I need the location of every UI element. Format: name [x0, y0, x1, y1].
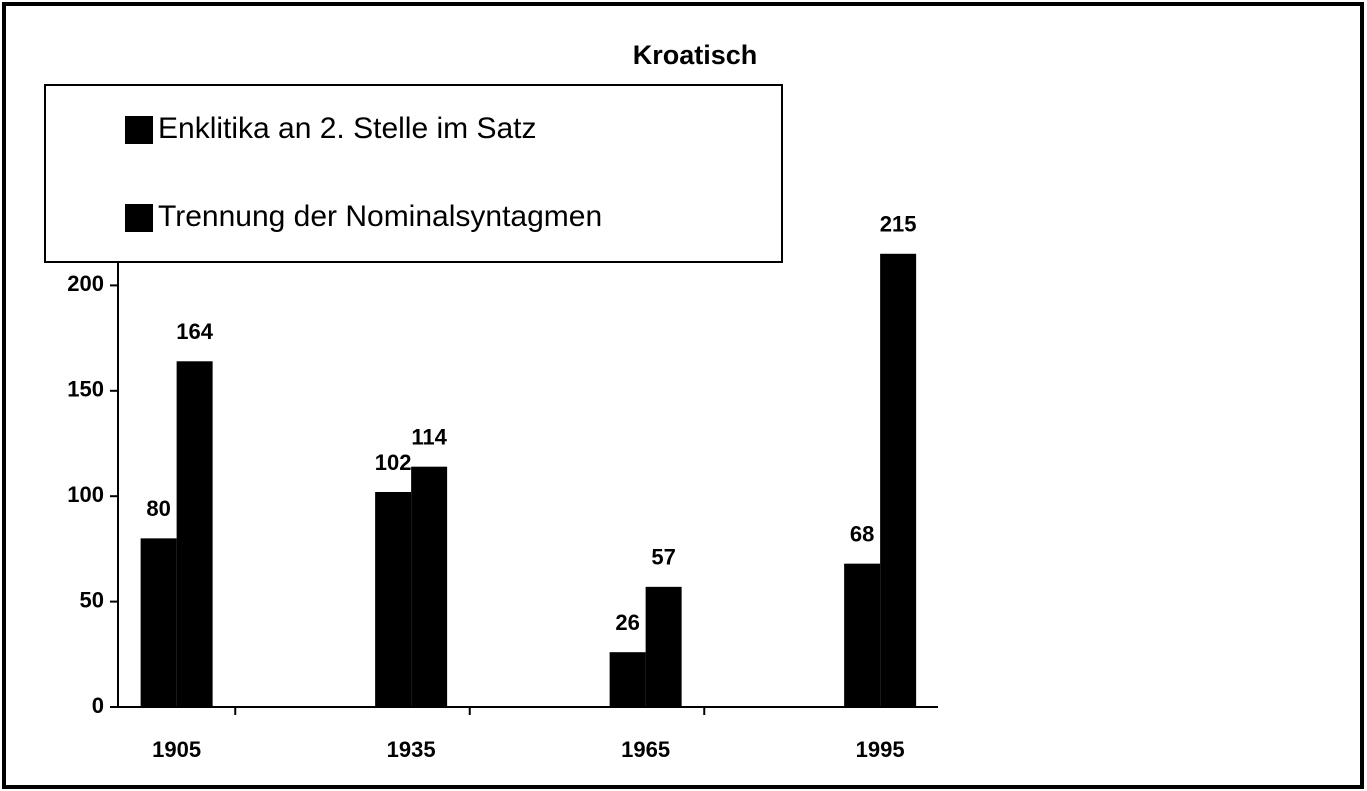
bar [411, 466, 448, 707]
data-label: 102 [375, 450, 412, 475]
y-tick-label: 200 [67, 271, 104, 296]
y-tick-label: 50 [80, 587, 104, 612]
data-label: 57 [651, 545, 675, 570]
y-tick-label: 150 [67, 377, 104, 402]
data-label: 68 [850, 521, 874, 546]
y-tick-label: 0 [92, 693, 104, 718]
data-label: 215 [880, 212, 917, 237]
x-tick-label: 1995 [856, 737, 905, 762]
bar [844, 563, 881, 707]
x-tick-label: 1935 [387, 737, 436, 762]
x-tick-label: 1905 [152, 737, 201, 762]
legend-swatch [125, 204, 153, 232]
bar [880, 253, 917, 707]
data-label: 80 [146, 496, 170, 521]
legend-swatch [125, 116, 153, 144]
bar [609, 652, 646, 707]
legend-label: Enklitika an 2. Stelle im Satz [158, 112, 537, 145]
y-tick-label: 100 [67, 482, 104, 507]
bar [645, 586, 682, 707]
x-tick-label: 1965 [621, 737, 670, 762]
data-label: 164 [176, 319, 213, 344]
bar [375, 491, 412, 707]
data-label: 114 [411, 425, 447, 450]
chart-title: Kroatisch [633, 40, 758, 70]
bar [140, 538, 177, 707]
data-label: 26 [615, 610, 639, 635]
legend-label: Trennung der Nominalsyntagmen [158, 200, 602, 233]
bar [176, 361, 213, 707]
legend-box [44, 84, 783, 263]
